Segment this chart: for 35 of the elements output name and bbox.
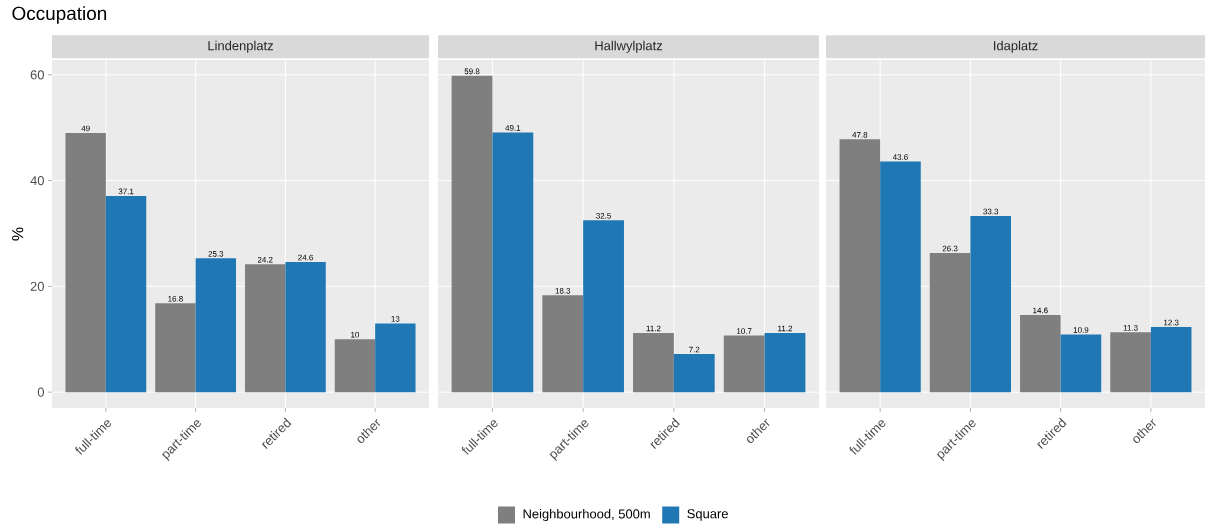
bar <box>105 195 147 393</box>
bar <box>155 303 196 393</box>
bar <box>633 332 674 393</box>
y-tick-label: 40 <box>30 175 44 186</box>
y-tick-label: 0 <box>37 387 44 397</box>
bar <box>839 139 881 393</box>
bar <box>929 253 971 393</box>
bar <box>1020 314 1061 393</box>
chart-subtitle: Hallwylplatz <box>595 40 663 53</box>
bar <box>880 161 921 393</box>
bar <box>723 335 765 393</box>
bar <box>334 339 376 393</box>
bar <box>285 262 326 393</box>
bar <box>492 132 534 393</box>
bar <box>244 264 286 393</box>
legend-label: Square <box>687 509 728 521</box>
bar <box>1150 327 1192 393</box>
y-axis-title: % <box>12 227 24 241</box>
bar <box>1060 334 1102 393</box>
bar <box>375 323 416 393</box>
bar <box>65 132 106 393</box>
legend-label: Neighbourhood, 500m <box>523 508 650 522</box>
chart-subtitle: Lindenplatz <box>208 40 273 53</box>
bar <box>764 332 806 393</box>
bar <box>970 216 1011 393</box>
y-tick-label: 20 <box>30 281 44 291</box>
bar <box>542 295 584 393</box>
chart-subtitle: Idaplatz <box>994 40 1038 53</box>
bar <box>195 258 237 393</box>
chart-title: Occupation <box>12 6 107 24</box>
y-tick-label: 60 <box>30 70 44 80</box>
bar <box>583 220 624 393</box>
bar <box>451 75 493 393</box>
bar <box>1110 332 1151 393</box>
bar <box>673 354 715 393</box>
